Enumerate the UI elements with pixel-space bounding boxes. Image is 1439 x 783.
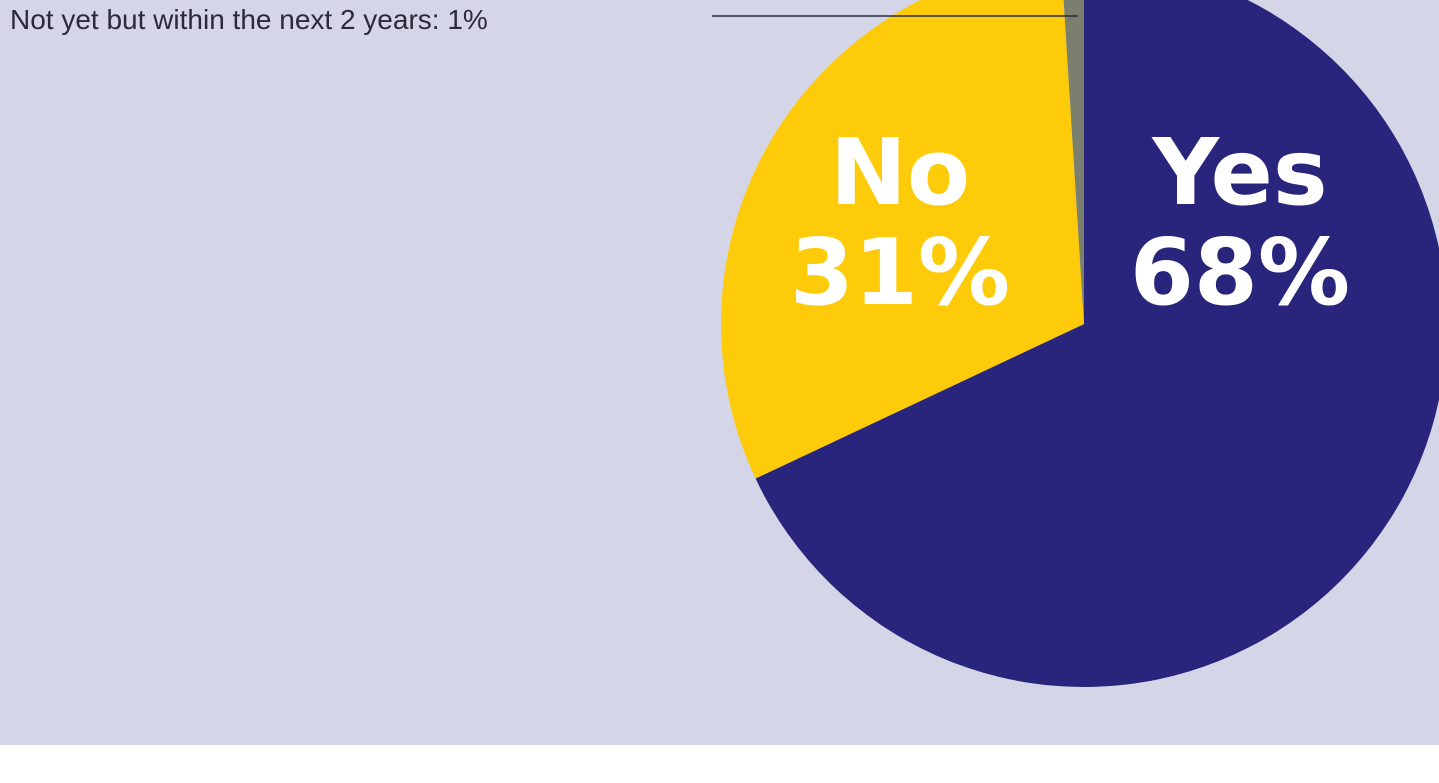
pie-slice-no [721,0,1084,479]
chart-canvas: Not yet but within the next 2 years: 1% … [0,0,1439,745]
pie-slice-yes [755,0,1439,687]
pie-slice-not-yet [1063,0,1084,324]
pie-slices [721,0,1439,687]
slice-label-no-name: No [830,119,970,226]
slice-label-no-value: 31% [790,219,1010,326]
bottom-margin [0,745,1439,783]
callout-label-not-yet: Not yet but within the next 2 years: 1% [10,4,488,35]
pie-chart: Not yet but within the next 2 years: 1% … [10,0,1439,687]
slice-label-yes-name: Yes [1151,119,1327,226]
slice-label-yes-value: 68% [1130,219,1350,326]
